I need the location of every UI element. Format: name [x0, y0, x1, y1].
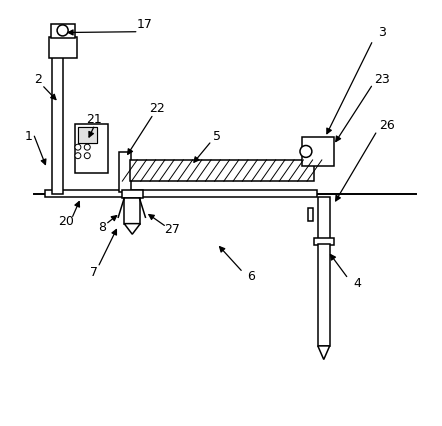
- Bar: [51, 24, 75, 37]
- Text: 8: 8: [98, 222, 106, 234]
- Bar: [318, 197, 330, 244]
- Bar: [52, 56, 63, 194]
- Text: 27: 27: [164, 224, 180, 236]
- Text: 20: 20: [58, 215, 74, 228]
- Bar: [130, 160, 314, 181]
- Circle shape: [84, 144, 90, 150]
- Text: 4: 4: [353, 276, 361, 290]
- Text: 7: 7: [90, 266, 98, 279]
- Circle shape: [300, 146, 312, 157]
- Text: 23: 23: [374, 73, 390, 86]
- Bar: [318, 244, 330, 346]
- Text: 1: 1: [25, 130, 33, 143]
- Text: 26: 26: [379, 119, 394, 132]
- Text: 6: 6: [247, 270, 255, 283]
- Bar: [78, 127, 97, 143]
- Text: 5: 5: [213, 130, 221, 143]
- Bar: [302, 137, 334, 166]
- Bar: [78, 127, 97, 143]
- Bar: [122, 190, 143, 198]
- Bar: [45, 190, 316, 197]
- Bar: [313, 239, 334, 245]
- Circle shape: [84, 153, 90, 158]
- Circle shape: [75, 144, 81, 150]
- Text: 3: 3: [378, 26, 386, 39]
- Polygon shape: [124, 224, 140, 234]
- Bar: [75, 124, 108, 173]
- Bar: [119, 152, 131, 192]
- Text: 2: 2: [34, 73, 42, 86]
- Bar: [308, 208, 313, 221]
- Circle shape: [75, 153, 81, 158]
- Text: 17: 17: [137, 17, 152, 31]
- Bar: [49, 37, 76, 58]
- Text: 21: 21: [86, 113, 102, 126]
- Text: 22: 22: [149, 103, 165, 115]
- Circle shape: [57, 25, 68, 36]
- Bar: [124, 198, 140, 224]
- Polygon shape: [318, 346, 330, 360]
